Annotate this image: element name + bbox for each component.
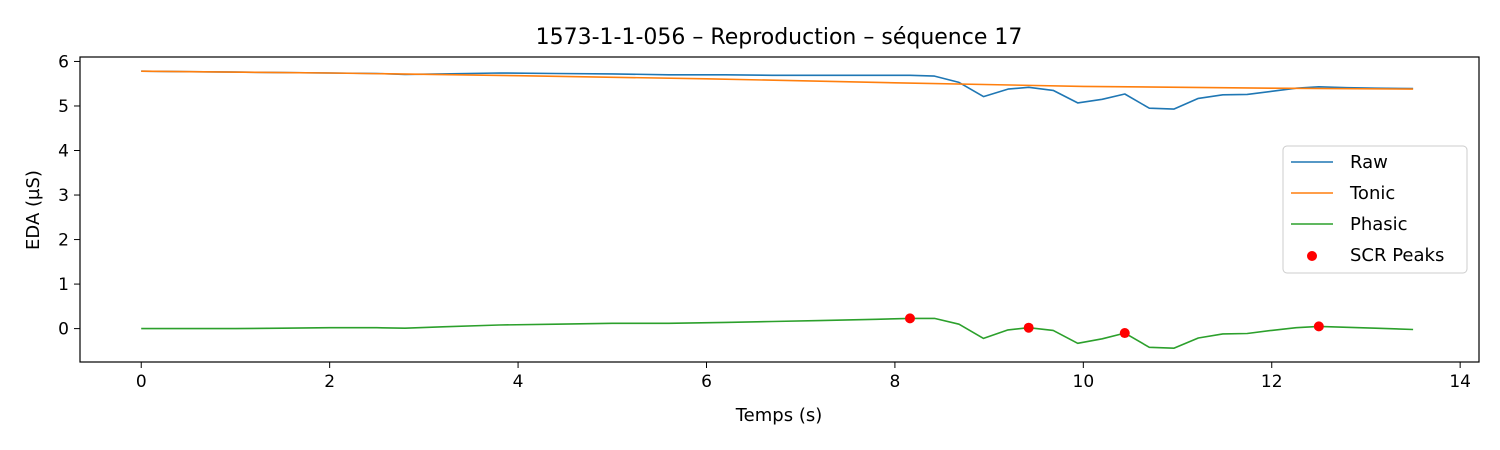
legend-label-phasic: Phasic xyxy=(1350,214,1408,235)
legend: Raw Tonic Phasic SCR Peaks xyxy=(1282,145,1468,274)
x-tick-label: 4 xyxy=(513,372,524,392)
scr-peaks-point xyxy=(904,313,915,324)
y-tick-label: 2 xyxy=(58,231,69,251)
x-tick-label: 14 xyxy=(1449,372,1471,392)
phasic-line xyxy=(141,317,1414,350)
scr-peaks-point xyxy=(1313,321,1324,332)
x-tick-label: 8 xyxy=(889,372,900,392)
y-tick-label: 5 xyxy=(58,97,69,117)
tonic-line xyxy=(141,70,1414,90)
x-tick-label: 0 xyxy=(136,372,147,392)
y-tick-label: 0 xyxy=(58,320,69,340)
legend-label-scr-peaks: SCR Peaks xyxy=(1350,245,1444,266)
y-tick-label: 3 xyxy=(58,186,69,206)
x-tick-label: 10 xyxy=(1073,372,1095,392)
x-tick-label: 2 xyxy=(324,372,335,392)
y-tick-label: 6 xyxy=(58,52,69,72)
y-axis-label: EDA (µS) xyxy=(23,170,44,250)
x-axis-label: Temps (s) xyxy=(735,405,823,426)
raw-line xyxy=(141,70,1414,110)
x-tick-label: 12 xyxy=(1261,372,1283,392)
y-axis: 0 1 2 3 4 5 6 xyxy=(58,52,80,340)
y-tick-label: 1 xyxy=(58,275,69,295)
y-tick-label: 4 xyxy=(58,142,69,162)
legend-label-raw: Raw xyxy=(1350,152,1388,173)
plot-area xyxy=(141,70,1414,350)
x-tick-label: 6 xyxy=(701,372,712,392)
chart-title: 1573-1-1-056 – Reproduction – séquence 1… xyxy=(536,25,1023,50)
x-axis: 0 2 4 6 8 10 12 14 xyxy=(136,362,1471,392)
legend-label-tonic: Tonic xyxy=(1349,183,1395,204)
legend-box xyxy=(1282,145,1468,274)
scr-peaks-point xyxy=(1023,322,1034,333)
scr-peaks-point xyxy=(1119,328,1130,339)
legend-swatch-scr-peaks xyxy=(1307,251,1317,261)
plot-frame xyxy=(79,56,1480,363)
